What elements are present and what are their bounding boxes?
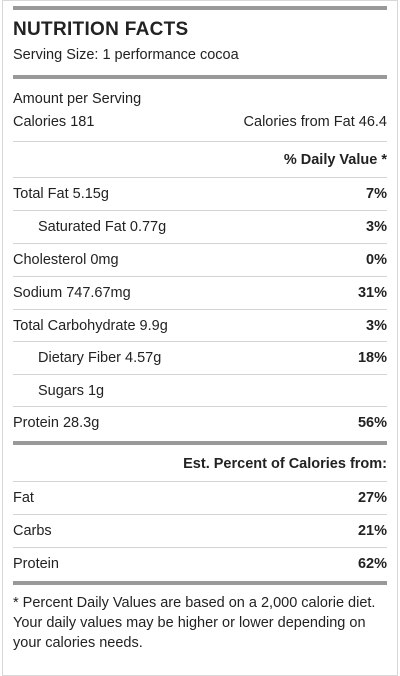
nutrient-percent: 56% bbox=[357, 415, 387, 431]
nutrient-label: Cholesterol 0mg bbox=[13, 252, 119, 268]
nutrient-label: Total Fat 5.15g bbox=[13, 186, 109, 202]
divider bbox=[13, 210, 387, 211]
nutrient-row-dietary-fiber: Dietary Fiber 4.57g 18% bbox=[13, 342, 387, 374]
calorie-label: Protein bbox=[13, 556, 59, 572]
divider bbox=[13, 177, 387, 178]
calorie-percent: 27% bbox=[357, 490, 387, 506]
divider bbox=[13, 514, 387, 515]
section-divider bbox=[13, 441, 387, 445]
nutrient-label: Saturated Fat 0.77g bbox=[38, 219, 167, 235]
calorie-row-protein: Protein 62% bbox=[13, 548, 387, 580]
nutrient-label: Sugars 1g bbox=[38, 383, 105, 399]
daily-value-header: % Daily Value * bbox=[283, 152, 387, 168]
footnote: * Percent Daily Values are based on a 2,… bbox=[13, 595, 376, 651]
divider bbox=[13, 141, 387, 142]
nutrient-row-total-fat: Total Fat 5.15g 7% bbox=[13, 178, 387, 210]
section-divider bbox=[13, 75, 387, 79]
divider bbox=[13, 374, 387, 375]
divider bbox=[13, 406, 387, 407]
nutrient-percent: 18% bbox=[357, 350, 387, 366]
nutrient-percent: 0% bbox=[366, 252, 387, 268]
nutrient-row-sodium: Sodium 747.67mg 31% bbox=[13, 277, 387, 309]
nutrient-row-protein: Protein 28.3g 56% bbox=[13, 407, 387, 439]
nutrient-label: Total Carbohydrate 9.9g bbox=[13, 318, 168, 334]
label-title: NUTRITION FACTS bbox=[13, 19, 189, 40]
calorie-row-fat: Fat 27% bbox=[13, 482, 387, 514]
section-divider bbox=[13, 581, 387, 585]
calories-from-fat: Calories from Fat 46.4 bbox=[243, 114, 387, 130]
amount-per-serving: Amount per Serving bbox=[13, 91, 142, 107]
divider bbox=[13, 341, 387, 342]
top-divider bbox=[13, 6, 387, 10]
calorie-percent: 62% bbox=[357, 556, 387, 572]
divider bbox=[13, 547, 387, 548]
divider bbox=[13, 243, 387, 244]
divider bbox=[13, 276, 387, 277]
nutrient-label: Dietary Fiber 4.57g bbox=[38, 350, 162, 366]
nutrient-row-sugars: Sugars 1g bbox=[13, 375, 387, 407]
calories-from-header: Est. Percent of Calories from: bbox=[183, 456, 387, 472]
label-content: NUTRITION FACTS Serving Size: 1 performa… bbox=[13, 1, 387, 675]
nutrient-percent: 7% bbox=[366, 186, 387, 202]
calorie-percent: 21% bbox=[357, 523, 387, 539]
divider bbox=[13, 481, 387, 482]
nutrient-label: Sodium 747.67mg bbox=[13, 285, 131, 301]
nutrient-label: Protein 28.3g bbox=[13, 415, 100, 431]
nutrient-row-total-carbohydrate: Total Carbohydrate 9.9g 3% bbox=[13, 310, 387, 342]
calorie-label: Carbs bbox=[13, 523, 52, 539]
nutrient-row-cholesterol: Cholesterol 0mg 0% bbox=[13, 244, 387, 276]
nutrient-row-saturated-fat: Saturated Fat 0.77g 3% bbox=[13, 211, 387, 243]
divider bbox=[13, 309, 387, 310]
nutrient-percent: 31% bbox=[357, 285, 387, 301]
calorie-row-carbs: Carbs 21% bbox=[13, 515, 387, 547]
serving-size: Serving Size: 1 performance cocoa bbox=[13, 47, 239, 63]
calories: Calories 181 bbox=[13, 114, 95, 130]
calories-row: Calories 181 Calories from Fat 46.4 bbox=[13, 114, 387, 130]
nutrient-percent: 3% bbox=[366, 318, 387, 334]
nutrient-percent: 3% bbox=[366, 219, 387, 235]
calorie-label: Fat bbox=[13, 490, 34, 506]
